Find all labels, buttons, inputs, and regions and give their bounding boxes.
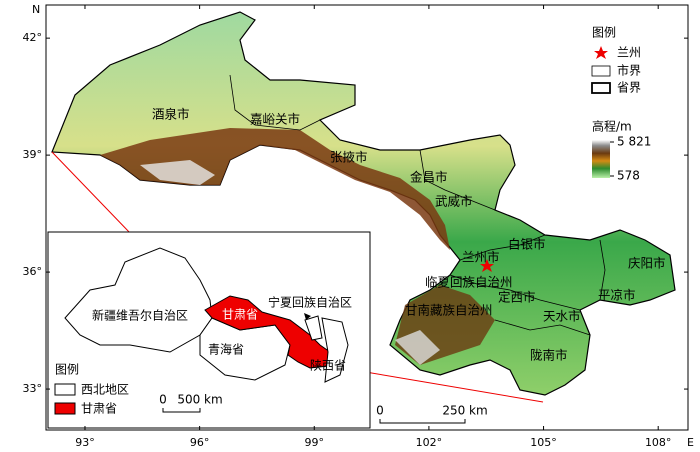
inset-region-label: 陕西省 [310, 358, 346, 373]
city-boundary [449, 274, 581, 311]
scale-label: 0 [159, 393, 167, 407]
inset-legend-item: 甘肃省 [81, 402, 117, 416]
city-label: 白银市 [508, 237, 546, 252]
inset-map: 新疆维吾尔自治区 甘肃省 宁夏回族自治区 青海省 陕西省 图例 西北地区 甘肃省 [47, 231, 371, 429]
legend-swatch [591, 65, 611, 77]
city-label: 嘉峪关市 [250, 112, 300, 127]
city-label: 天水市 [543, 309, 581, 324]
x-tick-label: 93° [75, 436, 95, 449]
inset-legend-item: 西北地区 [81, 383, 129, 397]
ningxia [304, 315, 323, 341]
scale-label: 250 km [442, 404, 487, 418]
legend-title: 图例 [592, 26, 616, 40]
inset-legend-title: 图例 [55, 363, 79, 377]
inset-region-label: 新疆维吾尔自治区 [92, 308, 188, 323]
y-tick-label: 39° [23, 148, 43, 161]
city-label: 庆阳市 [628, 256, 666, 271]
city-boundary [494, 319, 591, 336]
legend-star [594, 46, 608, 59]
xinjiang [64, 247, 213, 353]
y-tick-label: 42° [23, 31, 43, 44]
inset-region-label: 甘肃省 [222, 308, 258, 322]
shaanxi [321, 317, 349, 383]
x-tick-label: 102° [416, 436, 443, 449]
scale-label: 0 [376, 404, 384, 418]
lon-axis-label: E [687, 436, 694, 449]
y-tick-label: 33° [23, 382, 43, 395]
city-label: 定西市 [498, 290, 536, 305]
city-label: 金昌市 [410, 170, 448, 185]
elevation-label: 5 821 [617, 135, 651, 149]
scale-bar [379, 419, 466, 424]
lat-axis-label: N [32, 3, 40, 16]
city-label: 酒泉市 [152, 107, 190, 122]
legend-item: 省界 [617, 81, 641, 95]
scale-bar [162, 408, 201, 413]
city-boundary [599, 239, 606, 301]
x-tick-label: 96° [190, 436, 210, 449]
city-boundary [459, 234, 546, 261]
city-boundary [419, 149, 496, 211]
legend-item: 兰州 [617, 46, 641, 60]
mountain-band [100, 128, 450, 250]
elevation-bar [592, 140, 610, 178]
city-label: 武威市 [435, 194, 473, 209]
legend-swatch [54, 402, 76, 415]
city-boundary [229, 74, 321, 131]
lanzhou-star [480, 259, 494, 272]
x-tick-label: 99° [305, 436, 325, 449]
city-label: 平凉市 [598, 288, 636, 303]
gannan-snow [395, 330, 440, 365]
city-label: 张掖市 [330, 150, 368, 165]
x-tick-label: 108° [645, 436, 672, 449]
inset-region-label: 青海省 [208, 342, 244, 357]
legend-swatch [54, 383, 76, 396]
snow-peaks [140, 160, 215, 185]
scale-label: 500 km [177, 393, 222, 407]
y-tick-label: 36° [23, 265, 43, 278]
elevation-label: 578 [617, 169, 640, 183]
legend-swatch [591, 82, 611, 94]
inset-region-label: 宁夏回族自治区 [268, 295, 352, 310]
city-label: 临夏回族自治州 [425, 275, 513, 290]
legend-item: 市界 [617, 63, 641, 78]
city-label: 兰州市 [462, 250, 500, 265]
x-tick-label: 105° [530, 436, 557, 449]
pointer-arrow [304, 313, 311, 320]
elevation-title: 高程/m [592, 119, 632, 134]
city-label: 甘南藏族自治州 [405, 303, 493, 318]
city-label: 陇南市 [530, 348, 568, 363]
